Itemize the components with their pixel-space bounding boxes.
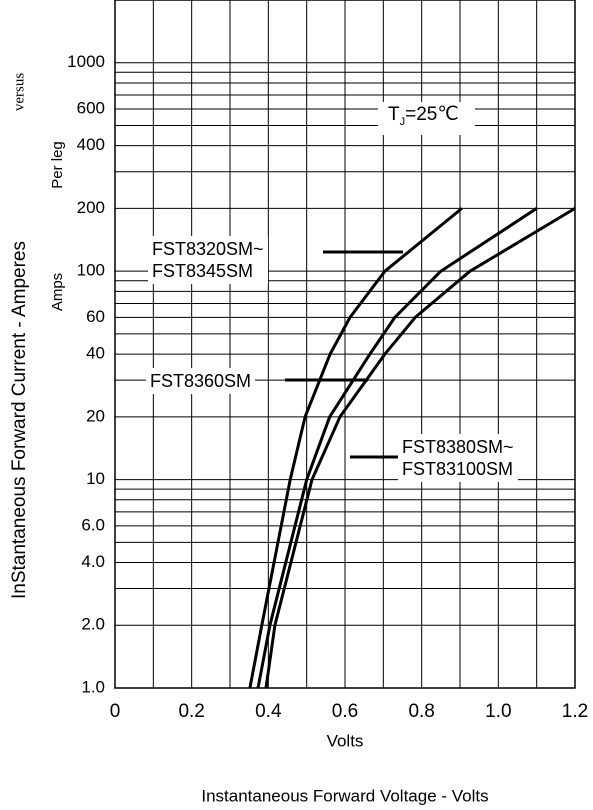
y-tick-label: 4.0 <box>81 552 105 571</box>
series-label: FST8360SM <box>146 368 256 394</box>
x-tick-label: 0.6 <box>332 701 358 722</box>
series-line <box>264 207 576 689</box>
y-tick-label: 600 <box>77 98 105 117</box>
caption: Instantaneous Forward Voltage - Volts <box>201 786 488 805</box>
y-axis-label-connector: versus <box>11 73 27 111</box>
x-tick-label: 0.2 <box>178 701 204 722</box>
x-tick-label: 0 <box>110 701 121 722</box>
y-tick-label: 20 <box>86 406 105 425</box>
y-tick-label: 40 <box>86 344 105 363</box>
x-tick-label: 1.2 <box>562 701 588 722</box>
series-label: FST8380SM~ FST83100SM <box>398 434 518 482</box>
y-axis-label-2: Per leg <box>49 141 66 189</box>
y-tick-label: 10 <box>86 469 105 488</box>
y-tick-label: 60 <box>86 307 105 326</box>
series-label: FST8320SM~ FST8345SM <box>148 236 268 284</box>
y-axis-label: InStantaneous Forward Current - Amperes <box>9 241 30 599</box>
annotation: TJ=25℃ <box>378 102 475 135</box>
y-tick-label: 1.0 <box>81 677 105 696</box>
y-tick-label: 200 <box>77 198 105 217</box>
x-tick-label: 0.8 <box>408 701 434 722</box>
y-tick-label: 6.0 <box>81 515 105 534</box>
annotation-subscript: J <box>399 115 406 128</box>
plot-frame <box>114 0 576 689</box>
series-line <box>248 207 463 689</box>
x-tick-label: 1.0 <box>485 701 511 722</box>
annotation-main: T <box>388 104 400 125</box>
x-tick-label: 0.4 <box>255 701 282 722</box>
series-line <box>256 207 538 689</box>
y-tick-label: 2.0 <box>81 615 105 634</box>
x-axis-label: Volts <box>327 731 364 750</box>
y-axis-label-3: Amps <box>49 273 66 311</box>
y-tick-label: 1000 <box>67 52 105 71</box>
y-tick-label: 100 <box>77 261 105 280</box>
y-tick-label: 400 <box>77 135 105 154</box>
annotation-suffix: =25℃ <box>405 104 459 125</box>
